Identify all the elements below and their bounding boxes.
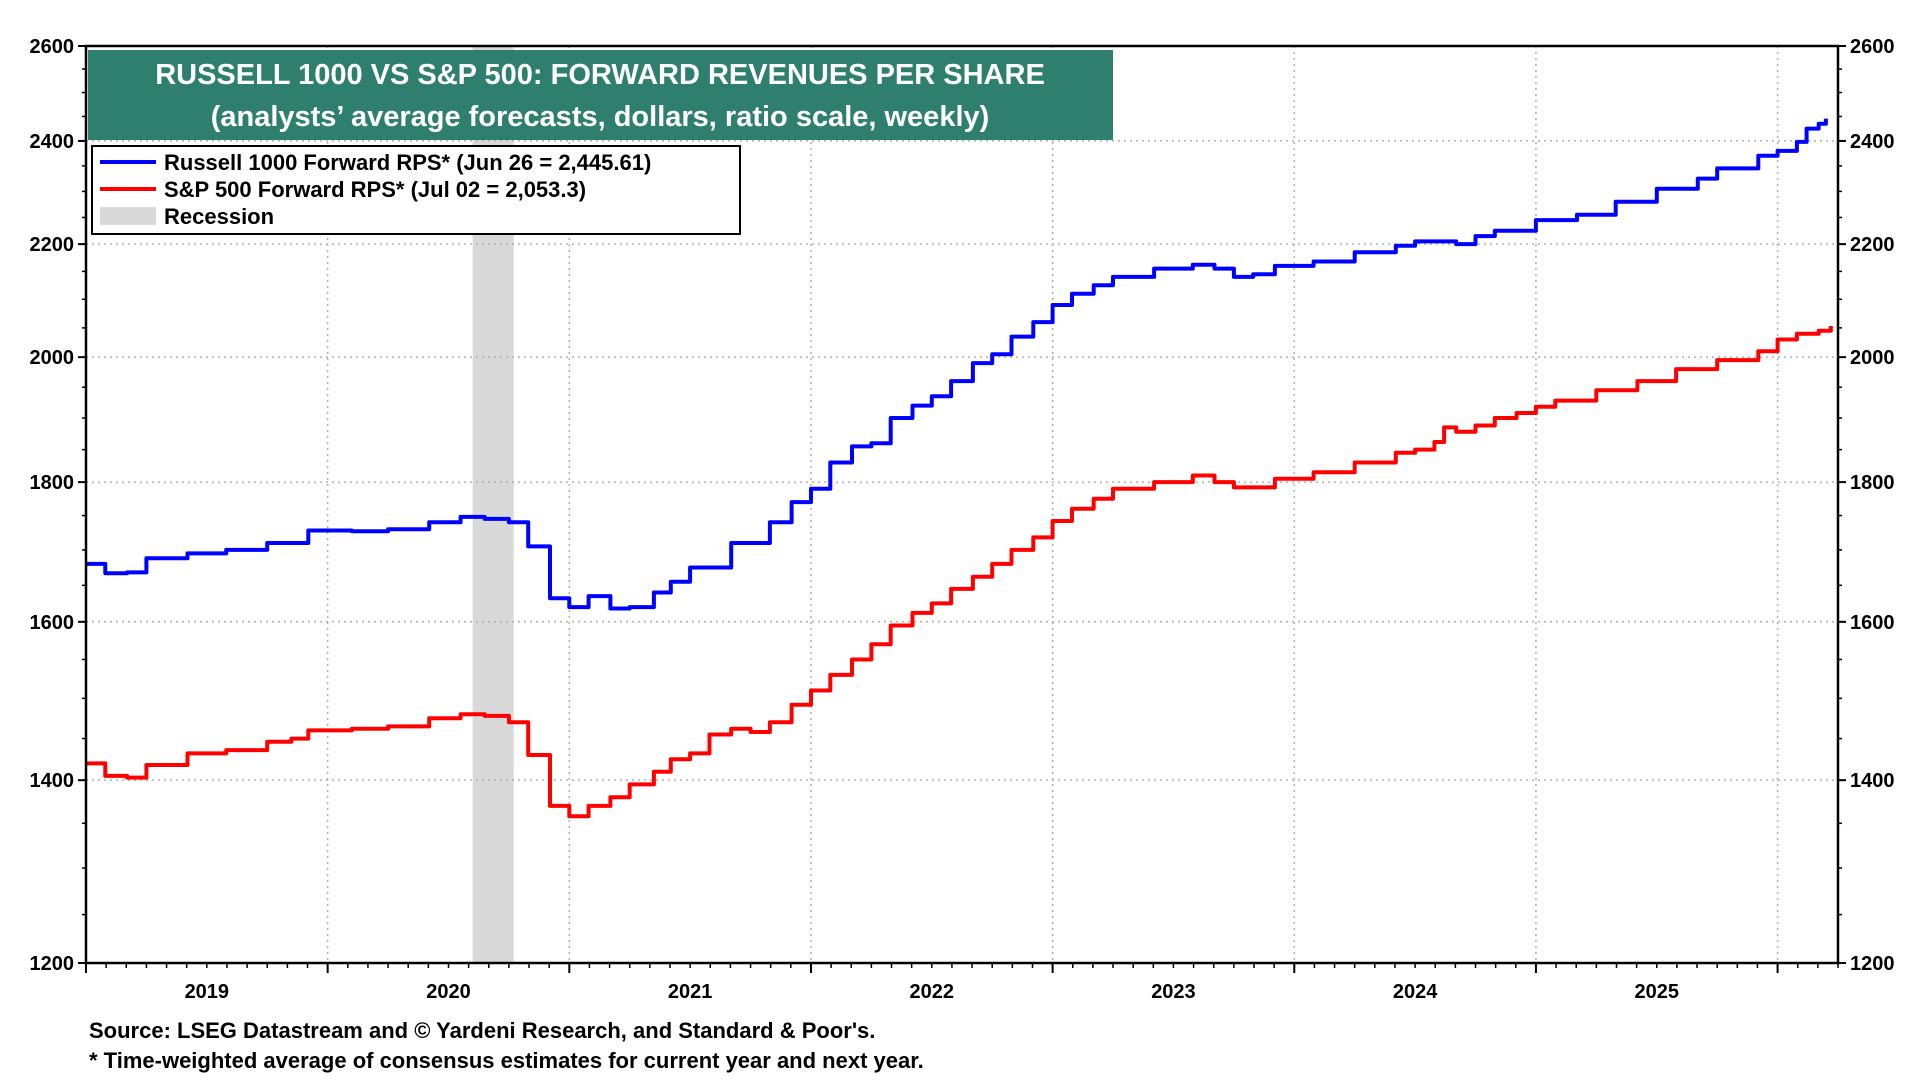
x-tick-label: 2023 (1151, 981, 1196, 1003)
y-axis-right: 1200 1400 1600 1800 2000 2200 2400 2600 (1838, 36, 1895, 975)
y-tick-label-right: 1400 (1850, 770, 1895, 792)
y-tick-label-right: 2600 (1850, 36, 1895, 58)
chart-subtitle: (analysts’ average forecasts, dollars, r… (211, 101, 990, 133)
grid-lines (86, 46, 1838, 963)
title-box: RUSSELL 1000 VS S&P 500: FORWARD REVENUE… (88, 50, 1113, 140)
series-line-russell-1000 (86, 118, 1828, 611)
x-tick-label: 2021 (668, 981, 713, 1003)
x-tick-label: 2022 (910, 981, 955, 1003)
y-tick-label-right: 1800 (1850, 472, 1895, 494)
x-tick-label: 2019 (185, 981, 230, 1003)
plot-frame (84, 44, 1840, 965)
legend: Russell 1000 Forward RPS* (Jun 26 = 2,44… (91, 145, 741, 235)
source-note: Source: LSEG Datastream and © Yardeni Re… (89, 1018, 875, 1043)
legend-label-sp: S&P 500 Forward RPS* (Jul 02 = 2,053.3) (164, 177, 586, 202)
y-tick-label-left: 2400 (30, 131, 75, 153)
y-tick-label-left: 1800 (30, 472, 75, 494)
x-tick-label: 2020 (426, 981, 471, 1003)
y-tick-label-left: 1400 (30, 770, 75, 792)
x-tick-label: 2025 (1635, 981, 1680, 1003)
y-tick-label-right: 1600 (1850, 612, 1895, 634)
y-tick-label-left: 2200 (30, 234, 75, 256)
x-tick-label: 2024 (1393, 981, 1438, 1003)
series-line-sp-500 (86, 326, 1833, 819)
chart-title: RUSSELL 1000 VS S&P 500: FORWARD REVENUE… (155, 59, 1045, 91)
y-tick-label-left: 1200 (30, 953, 75, 975)
y-axis-left: 1200 1400 1600 1800 2000 2200 2400 2600 (30, 36, 86, 975)
legend-label-russell: Russell 1000 Forward RPS* (Jun 26 = 2,44… (164, 150, 651, 175)
y-tick-label-right: 2400 (1850, 131, 1895, 153)
y-tick-label-right: 1200 (1850, 953, 1895, 975)
legend-label-recession: Recession (164, 204, 274, 229)
y-tick-label-left: 2000 (30, 347, 75, 369)
legend-swatch-recession (100, 207, 156, 225)
y-tick-label-left: 2600 (30, 36, 75, 58)
y-tick-label-right: 2200 (1850, 234, 1895, 256)
y-tick-label-left: 1600 (30, 612, 75, 634)
estimate-note: * Time-weighted average of consensus est… (89, 1048, 924, 1073)
y-tick-label-right: 2000 (1850, 347, 1895, 369)
x-axis: 2019 2020 2021 2022 2023 2024 2025 (85, 963, 1839, 1003)
